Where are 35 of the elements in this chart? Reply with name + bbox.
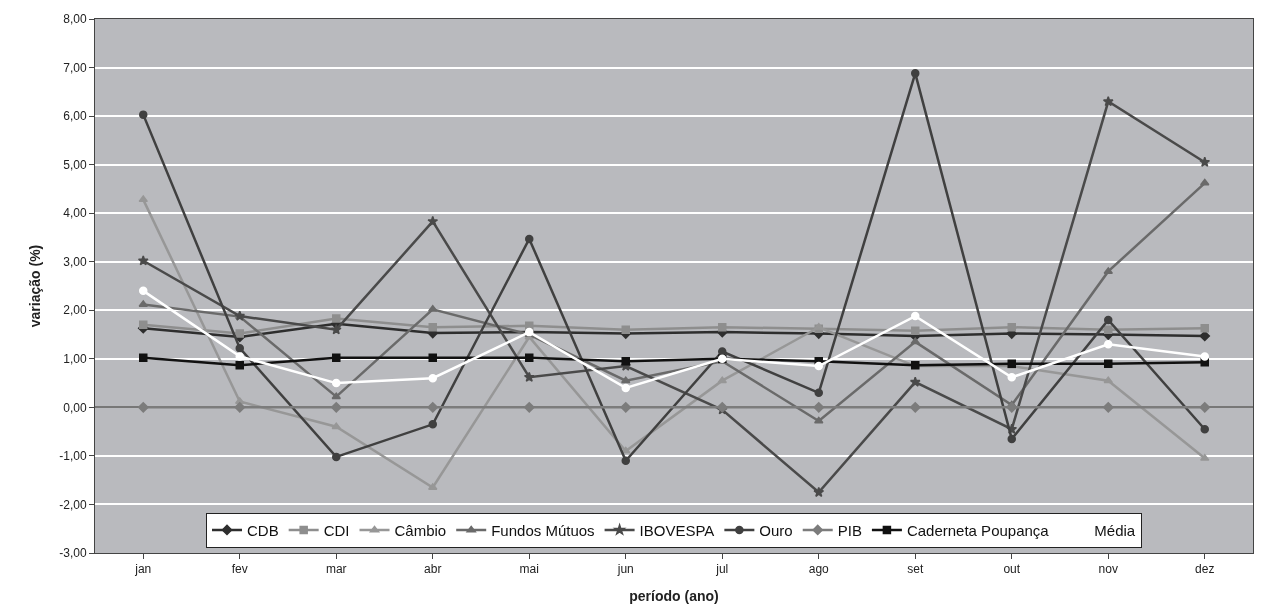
legend-label: CDI [323, 521, 350, 539]
y-tick-label: 7,00 [63, 60, 87, 75]
legend-label: Câmbio [394, 521, 447, 539]
y-axis-title: variação (%) [26, 244, 43, 328]
x-tick-label: out [1003, 562, 1021, 577]
y-tick-label: 0,00 [63, 400, 87, 415]
x-tick-label: jun [616, 562, 634, 577]
y-tick-label: 5,00 [63, 157, 87, 172]
y-tick-label: 8,00 [63, 12, 87, 27]
x-tick-label: jan [134, 562, 152, 577]
text: Média [1094, 521, 1136, 539]
x-tick-label: nov [1098, 562, 1118, 577]
y-tick-label: 4,00 [63, 206, 87, 221]
x-tick-label: mar [325, 562, 347, 577]
x-tick-label: fev [231, 562, 248, 577]
x-tick-label: set [907, 562, 924, 577]
x-tick-label: ago [808, 562, 830, 577]
x-tick-label: abr [424, 562, 442, 577]
y-tick-label: 2,00 [63, 303, 87, 318]
legend-label: Fundos Mútuos [491, 521, 595, 539]
y-tick-label: -2,00 [59, 497, 87, 512]
x-tick-label: jul [715, 562, 729, 577]
y-tick-label: 1,00 [63, 352, 87, 367]
y-tick-label: -3,00 [59, 546, 87, 561]
legend-label: Ouro [759, 521, 793, 539]
y-tick-label: -1,00 [59, 449, 87, 464]
legend-label: IBOVESPA [639, 521, 715, 539]
x-axis-title: período (ano) [629, 587, 719, 604]
y-tick-label: 3,00 [63, 254, 87, 269]
x-tick-label: dez [1195, 562, 1215, 577]
x-tick-label: mai [519, 562, 539, 577]
legend-label: CDB [247, 521, 279, 539]
y-tick-label: 6,00 [63, 109, 87, 124]
legend-label: PIB [837, 521, 862, 539]
legend-label: Caderneta Poupança [906, 521, 1050, 539]
